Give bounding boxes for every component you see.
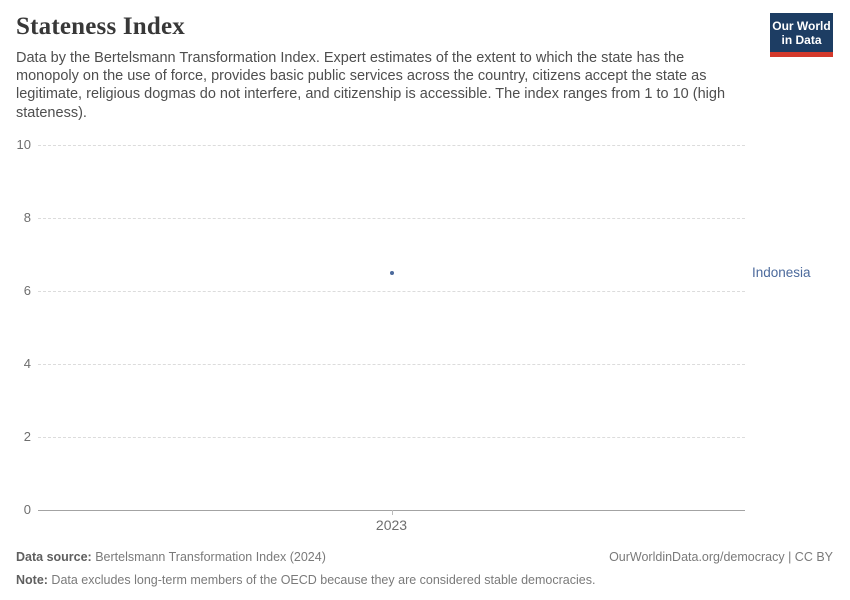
y-axis-tick-label: 10 xyxy=(16,137,31,152)
data-source: Data source: Bertelsmann Transformation … xyxy=(16,548,326,566)
data-source-label: Data source: xyxy=(16,550,92,564)
chart-header: Stateness Index Our World in Data Data b… xyxy=(16,12,834,122)
y-axis-tick-label: 2 xyxy=(23,429,31,444)
y-axis-tick-label: 0 xyxy=(23,502,31,517)
y-gridline xyxy=(38,218,745,219)
note: Note: Data excludes long-term members of… xyxy=(16,571,833,589)
owid-url-link[interactable]: OurWorldinData.org/democracy xyxy=(609,550,785,564)
owid-logo[interactable]: Our World in Data xyxy=(770,13,833,57)
license-label: | CC BY xyxy=(784,550,833,564)
page-title: Stateness Index xyxy=(16,13,185,40)
y-axis-tick-label: 4 xyxy=(23,356,31,371)
x-axis-tick-label: 2023 xyxy=(375,517,408,533)
y-axis-tick-label: 8 xyxy=(23,210,31,225)
owid-logo-line2: in Data xyxy=(781,33,822,47)
y-axis-tick-label: 6 xyxy=(23,283,31,298)
entity-label-indonesia[interactable]: Indonesia xyxy=(752,264,811,280)
note-value: Data excludes long-term members of the O… xyxy=(47,573,596,588)
chart-subtitle: Data by the Bertelsmann Transformation I… xyxy=(16,50,726,121)
chart-footer: Data source: Bertelsmann Transformation … xyxy=(16,548,833,589)
y-gridline xyxy=(38,145,745,146)
attribution: OurWorldinData.org/democracy | CC BY xyxy=(609,548,833,566)
y-gridline xyxy=(38,364,745,365)
y-gridline xyxy=(38,291,745,292)
x-axis-tick xyxy=(391,510,393,515)
y-gridline xyxy=(38,437,745,438)
footer-row: Data source: Bertelsmann Transformation … xyxy=(16,548,833,566)
note-label: Note: xyxy=(16,573,48,588)
data-source-value: Bertelsmann Transformation Index (2024) xyxy=(91,550,326,564)
data-point-indonesia[interactable] xyxy=(389,270,394,275)
owid-logo-line1: Our World xyxy=(772,19,831,33)
